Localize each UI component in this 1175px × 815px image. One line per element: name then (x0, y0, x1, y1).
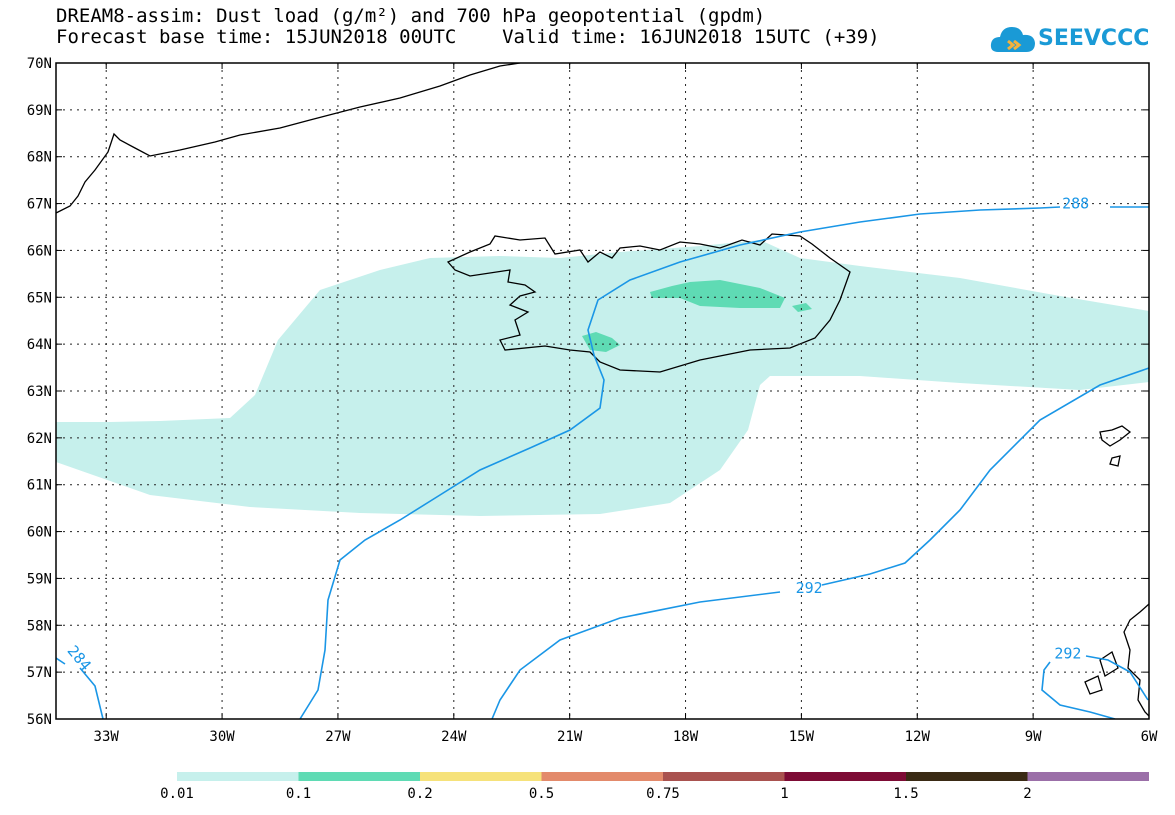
colorbar-swatch (663, 772, 785, 781)
contour-label: 284 (64, 642, 95, 674)
lat-tick-label: 64N (27, 337, 52, 353)
latitude-axis: 56N 57N 58N 59N 60N 61N 62N 63N 64N 65N 66N 67N 68N 6… (27, 56, 1149, 728)
dust-region-mid (650, 280, 785, 308)
colorbar-swatch (177, 772, 299, 781)
colorbar-label: 0.5 (529, 786, 554, 802)
colorbar-swatch (1027, 772, 1149, 781)
colorbar-label: 0.1 (286, 786, 311, 802)
cloud-logo-icon (990, 27, 1035, 52)
lat-tick-label: 58N (27, 618, 52, 634)
lat-tick-label: 59N (27, 571, 52, 587)
contour-label: 292 (796, 579, 823, 597)
colorbar-label: 1.5 (893, 786, 918, 802)
coastlines (56, 63, 1149, 717)
lon-tick-label: 12W (905, 729, 931, 745)
lat-tick-label: 67N (27, 197, 52, 213)
lon-tick-label: 30W (209, 729, 235, 745)
lon-tick-label: 15W (789, 729, 815, 745)
colorbar: 0.01 0.1 0.2 0.5 0.75 1 1.5 2 (160, 772, 1149, 802)
colorbar-swatch (420, 772, 542, 781)
lat-tick-label: 68N (27, 150, 52, 166)
lat-tick-label: 70N (27, 56, 52, 72)
lon-tick-label: 27W (325, 729, 351, 745)
colorbar-swatch (541, 772, 663, 781)
map-title: DREAM8-assim: Dust load (g/m²) and 700 h… (56, 5, 766, 27)
lon-tick-label: 9W (1025, 729, 1042, 745)
lon-tick-label: 24W (441, 729, 467, 745)
seevccc-logo: SEEVCCC (990, 20, 1160, 60)
logo-text: SEEVCCC (1038, 26, 1150, 51)
colorbar-label: 2 (1023, 786, 1031, 802)
lat-tick-label: 65N (27, 290, 52, 306)
colorbar-label: 0.01 (160, 786, 194, 802)
longitude-axis: 33W 30W 27W 24W 21W 18W 15W 12W 9W 6W (94, 63, 1158, 745)
lat-tick-label: 57N (27, 665, 52, 681)
lat-tick-label: 60N (27, 525, 52, 541)
lat-tick-label: 56N (27, 712, 52, 728)
lat-tick-label: 63N (27, 384, 52, 400)
dust-region-mid (792, 303, 812, 312)
map-subtitle: Forecast base time: 15JUN2018 00UTC Vali… (56, 26, 880, 48)
colorbar-swatch (906, 772, 1028, 781)
lat-tick-label: 69N (27, 103, 52, 119)
colorbar-label: 1 (780, 786, 788, 802)
contour-label: 292 (1054, 644, 1081, 662)
contour-label: 288 (1062, 195, 1089, 213)
lon-tick-label: 18W (673, 729, 699, 745)
colorbar-swatch (784, 772, 906, 781)
colorbar-label: 0.2 (407, 786, 432, 802)
lat-tick-label: 66N (27, 243, 52, 259)
lon-tick-label: 6W (1141, 729, 1158, 745)
lat-tick-label: 61N (27, 478, 52, 494)
lat-tick-label: 62N (27, 431, 52, 447)
lon-tick-label: 33W (94, 729, 120, 745)
lon-tick-label: 21W (557, 729, 583, 745)
colorbar-label: 0.75 (646, 786, 680, 802)
colorbar-swatch (298, 772, 420, 781)
geopotential-contours (56, 206, 1149, 719)
